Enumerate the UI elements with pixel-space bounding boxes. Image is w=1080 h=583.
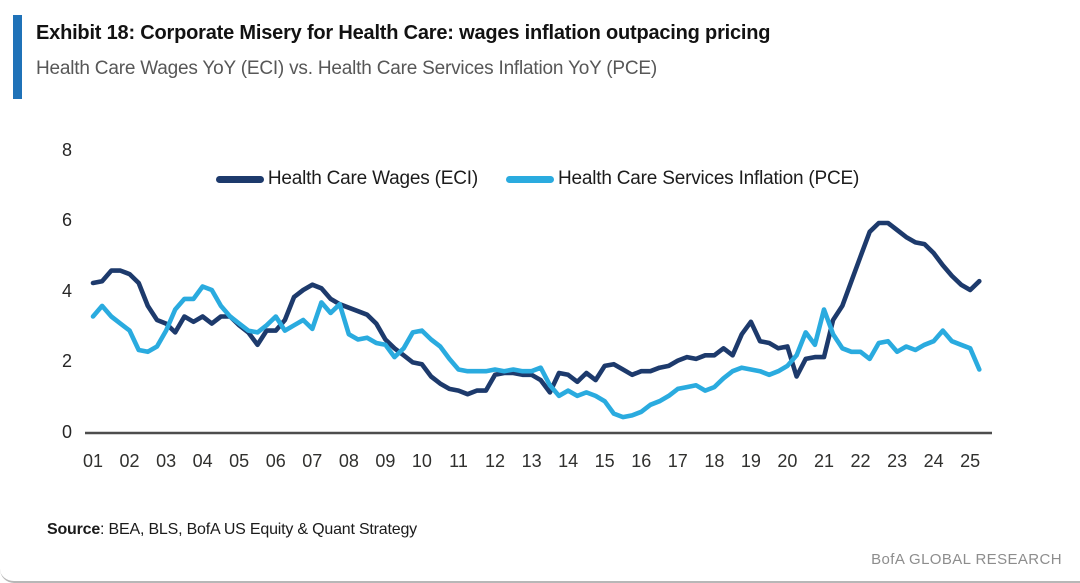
y-tick-label: 0: [61, 422, 72, 442]
x-tick-label: 03: [156, 451, 177, 471]
x-tick-label: 07: [302, 451, 323, 471]
x-tick-label: 08: [338, 451, 359, 471]
x-tick-label: 16: [631, 451, 652, 471]
y-tick-label: 8: [61, 139, 72, 160]
x-tick-label: 21: [813, 451, 835, 471]
legend-item: Health Care Services Inflation (PCE): [505, 168, 860, 190]
title-accent-bar: [13, 15, 22, 99]
x-tick-label: 19: [740, 451, 761, 471]
legend-label: Health Care Wages (ECI): [267, 168, 478, 189]
chart-legend: Health Care Wages (ECI) Health Care Servi…: [85, 168, 990, 190]
x-tick-label: 25: [960, 451, 981, 471]
legend-swatch: [215, 175, 264, 183]
x-tick-label: 15: [594, 451, 615, 471]
x-tick-label: 11: [449, 451, 468, 471]
x-tick-label: 17: [667, 451, 688, 471]
exhibit-subtitle: Health Care Wages YoY (ECI) vs. Health C…: [36, 58, 657, 79]
legend-label: Health Care Services Inflation (PCE): [557, 168, 860, 189]
x-tick-label: 02: [119, 451, 140, 471]
x-tick-label: 06: [265, 451, 286, 471]
x-tick-label: 12: [485, 451, 506, 471]
y-tick-label: 4: [61, 280, 72, 301]
x-tick-label: 09: [375, 451, 396, 471]
x-tick-label: 24: [923, 451, 944, 471]
x-tick-label: 20: [777, 451, 798, 471]
legend-swatch: [505, 175, 554, 183]
bofa-global-research-label: BofA GLOBAL RESEARCH: [871, 551, 1062, 568]
x-tick-label: 14: [558, 451, 579, 471]
y-tick-label: 2: [61, 351, 72, 372]
legend-item: Health Care Wages (ECI): [215, 168, 478, 190]
x-tick-label: 10: [411, 451, 432, 471]
source-label: Source: [47, 521, 101, 538]
x-tick-label: 23: [887, 451, 908, 471]
source-note: Source: BEA, BLS, BofA US Equity & Quant…: [47, 521, 417, 539]
x-tick-label: 22: [850, 451, 871, 471]
exhibit-title: Exhibit 18: Corporate Misery for Health …: [36, 22, 771, 44]
x-tick-label: 04: [192, 451, 213, 471]
x-tick-label: 01: [82, 451, 104, 471]
x-tick-label: 18: [704, 451, 725, 471]
source-text: : BEA, BLS, BofA US Equity & Quant Strat…: [100, 521, 417, 538]
x-tick-label: 05: [229, 451, 250, 471]
x-tick-label: 13: [521, 451, 542, 471]
pce-inflation-line: [90, 284, 982, 420]
y-tick-label: 6: [61, 210, 72, 231]
